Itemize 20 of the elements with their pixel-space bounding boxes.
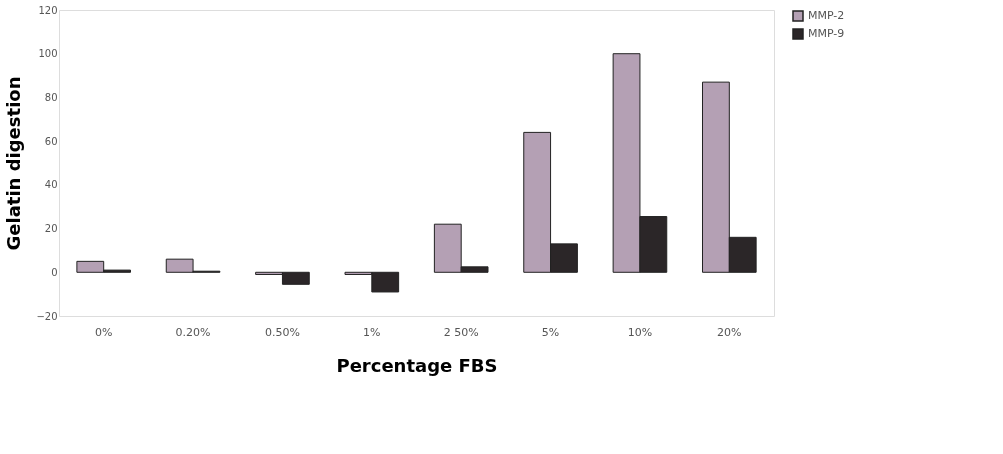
y-tick-label: 100: [38, 48, 58, 60]
x-tick-label: 0.50%: [264, 325, 300, 339]
y-tick-label: 40: [44, 179, 58, 191]
y-tick-label: 20: [44, 223, 58, 235]
x-tick-label: 20%: [717, 325, 742, 339]
x-tick-label: 10%: [627, 325, 653, 339]
y-tick-label: 80: [44, 91, 58, 103]
x-axis-title: Percentage FBS: [336, 354, 498, 376]
legend-label: MMP-2: [808, 9, 845, 22]
x-tick-label: 0%: [94, 325, 113, 339]
legend-label: MMP-9: [808, 27, 845, 40]
y-tick-label: 120: [38, 4, 58, 16]
x-tick-label: 2 50%: [443, 325, 479, 339]
x-tick-label: 5%: [541, 325, 560, 339]
y-axis-title: Gelatin digestion: [3, 76, 25, 251]
x-tick-label: 0.20%: [175, 325, 211, 339]
y-tick-label: −20: [36, 310, 58, 322]
y-tick-label: 60: [44, 135, 58, 147]
y-tick-label: 0: [51, 266, 58, 278]
x-tick-label: 1%: [363, 325, 381, 339]
